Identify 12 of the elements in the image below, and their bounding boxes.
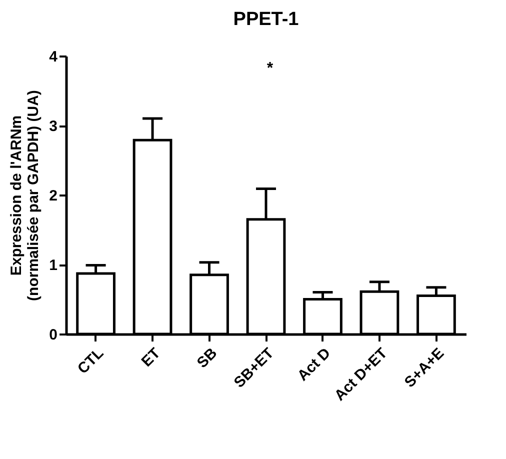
- y-tick-label: 4: [49, 48, 58, 66]
- y-tick-label: 0: [49, 326, 58, 344]
- x-tick-label: ET: [138, 344, 164, 370]
- x-tick-label: SB: [194, 344, 221, 372]
- x-tick-label: Act D: [294, 344, 334, 385]
- y-tick-label: 3: [49, 118, 58, 135]
- chart-title: PPET-1: [233, 9, 300, 30]
- y-axis-title: Expression de l'ARNm (normalisée par GAPDH) (UA): [8, 90, 42, 301]
- y-tick-label: 2: [49, 188, 58, 204]
- annotation: *: [266, 60, 274, 77]
- x-tick-label: CTL: [74, 344, 108, 378]
- y-tick-label: 1: [49, 257, 58, 274]
